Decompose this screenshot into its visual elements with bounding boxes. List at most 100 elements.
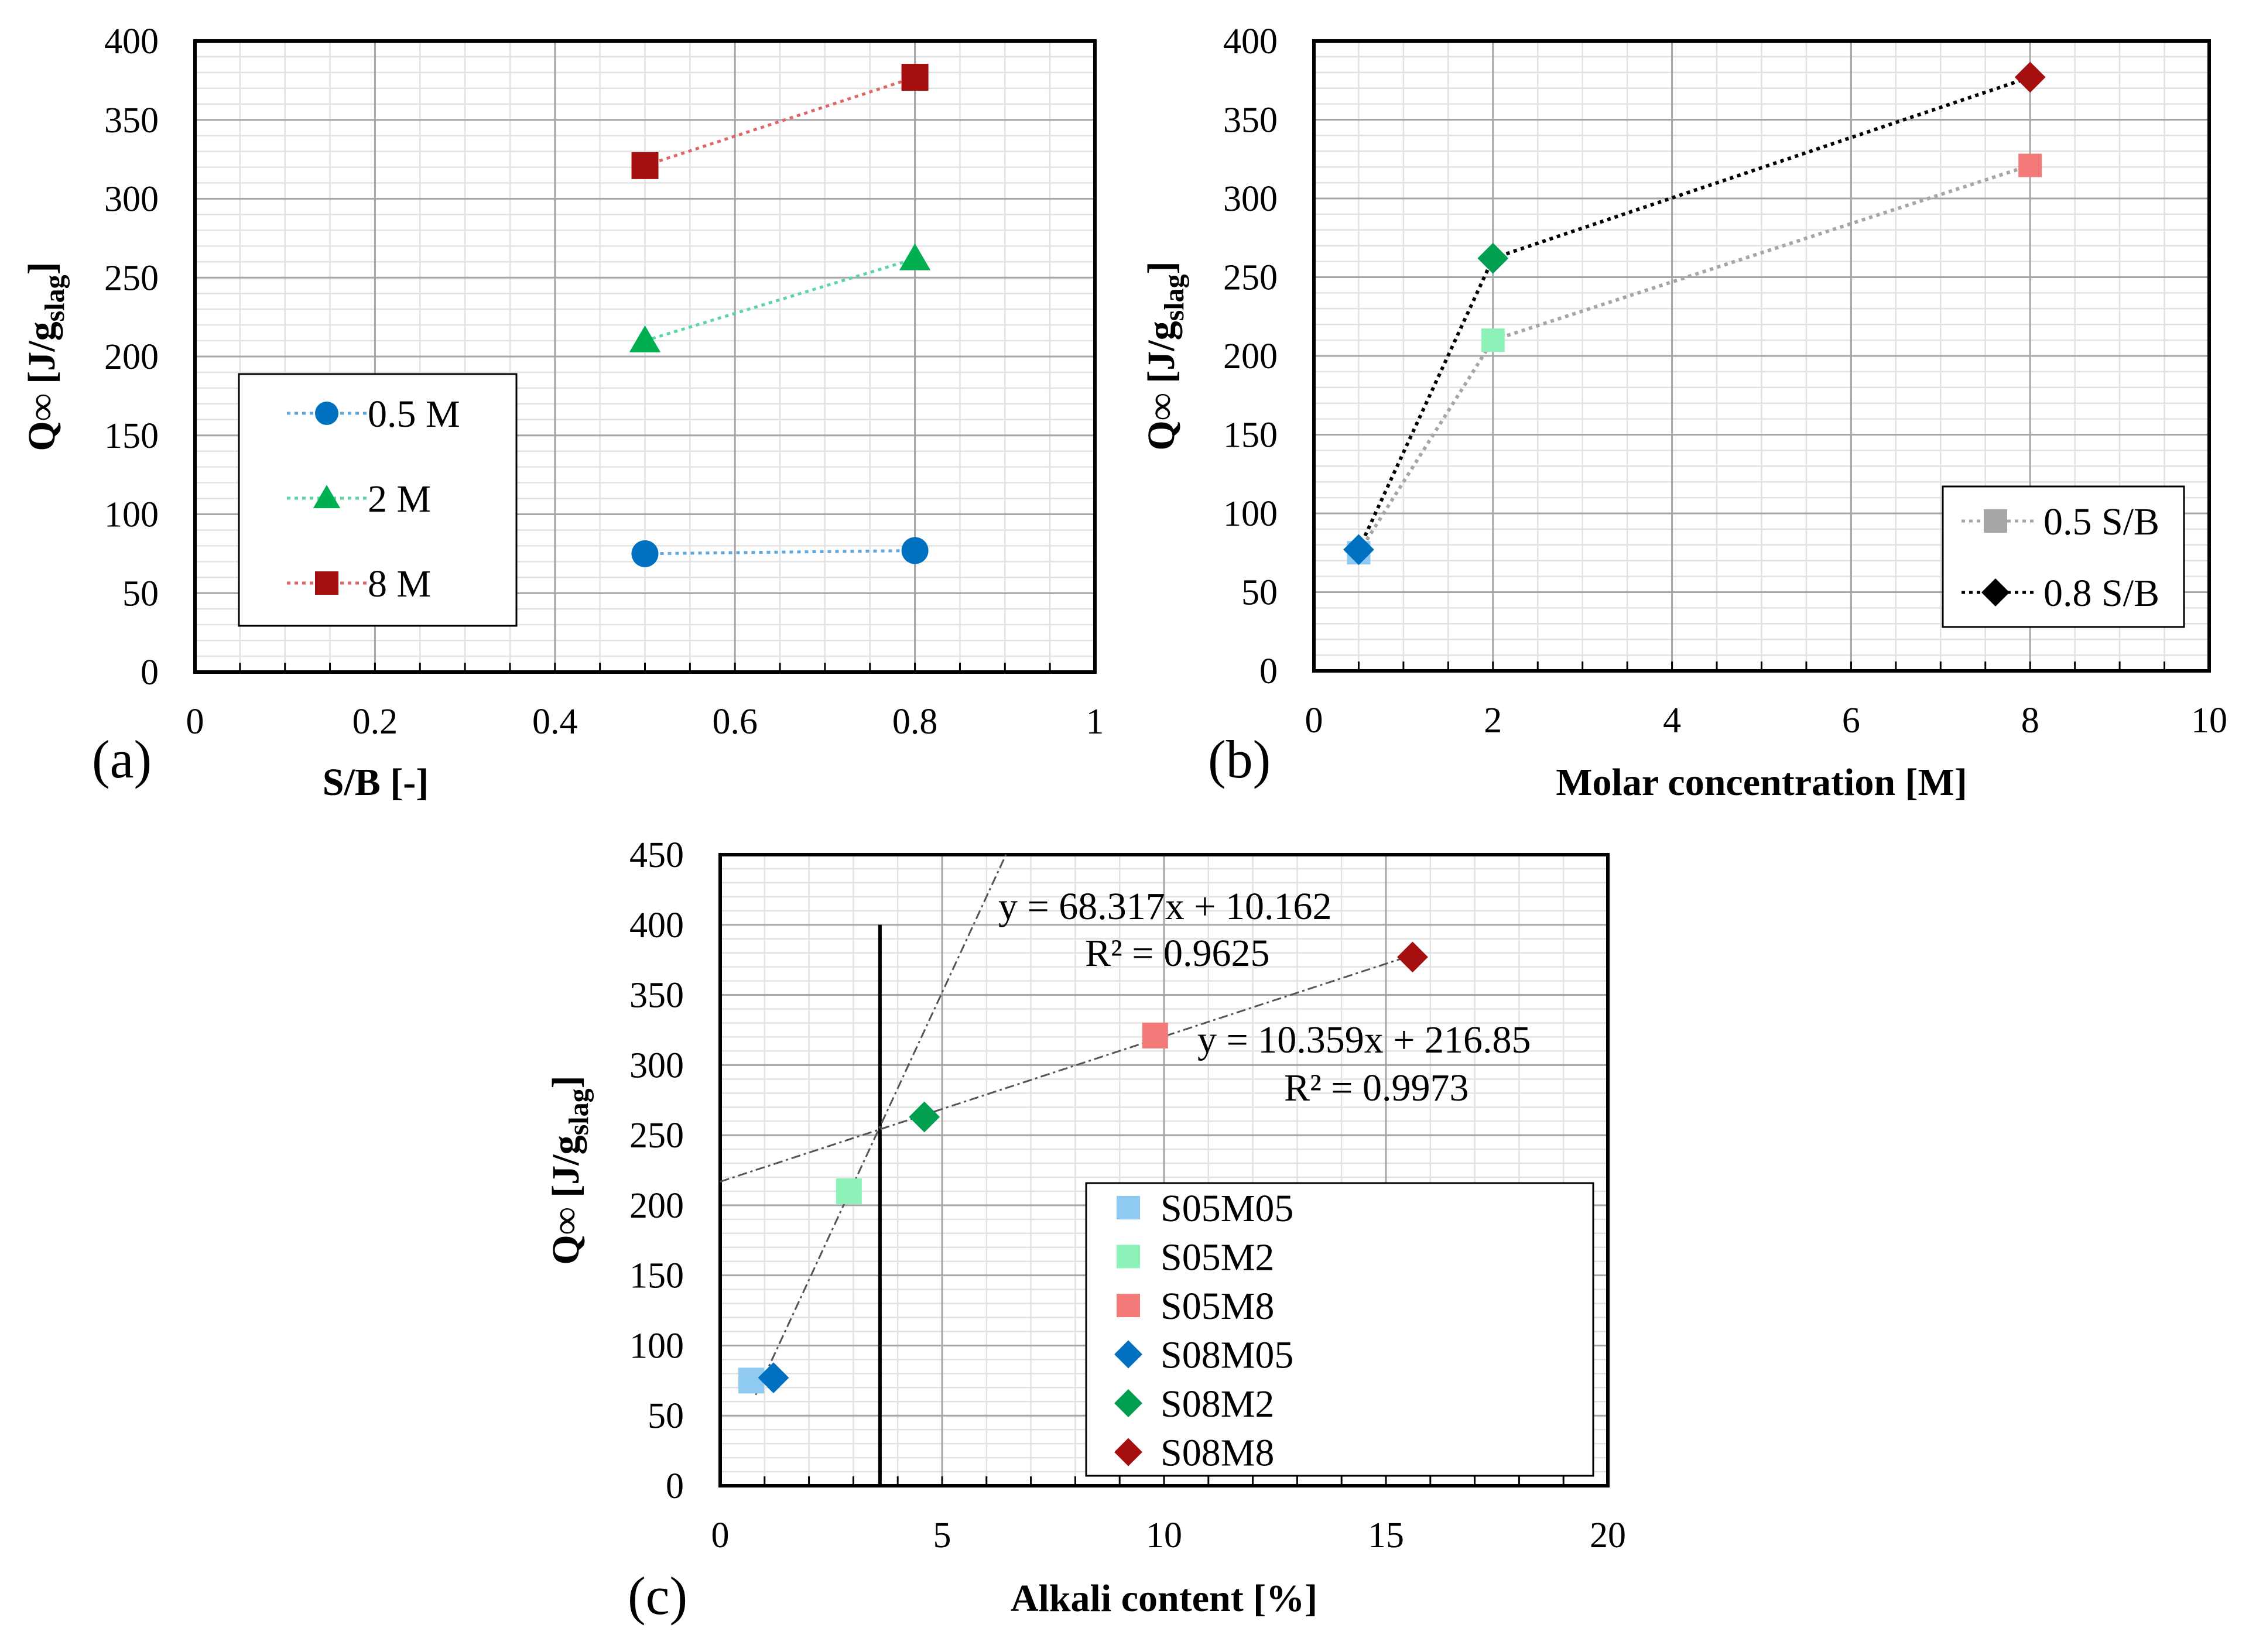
legend-box: [1942, 485, 2185, 628]
x-tick-label: 0: [1305, 701, 1323, 741]
series-s08m05: [758, 1362, 789, 1393]
x-tick-label: 0.8: [892, 702, 938, 742]
legend-marker: [315, 571, 338, 595]
legend-marker: [1114, 1389, 1142, 1417]
data-point: [901, 537, 929, 564]
y-axis-label-subscript: slag: [39, 275, 70, 321]
x-axis-label: Alkali content [%]: [1011, 1577, 1317, 1620]
series-8-m: [631, 63, 929, 179]
trendline-equation: y = 10.359x + 216.85: [1197, 1019, 1531, 1061]
legend-marker: [1114, 1340, 1142, 1369]
legend-item: S08M2: [1114, 1383, 1274, 1425]
y-axis-label-close: ]: [1140, 261, 1183, 274]
y-tick-label: 250: [104, 258, 159, 298]
y-axis-label: Q∞ [J/gslag]: [20, 262, 70, 451]
trendline-2: [720, 954, 1413, 1183]
y-tick-label: 200: [629, 1186, 684, 1226]
series-line: [644, 76, 916, 167]
x-axis-label: S/B [-]: [323, 761, 429, 804]
legend-label: S08M8: [1161, 1432, 1274, 1475]
y-axis-label-subscript: slag: [1159, 274, 1190, 321]
panel-label: (a): [92, 729, 152, 789]
trendline-r2: R² = 0.9625: [1085, 932, 1270, 975]
legend-item: 0.8 S/B: [1962, 572, 2159, 615]
trendline-equation: y = 68.317x + 10.162: [998, 885, 1331, 928]
data-point: [758, 1362, 789, 1393]
y-tick-label: 200: [104, 337, 159, 377]
y-tick-label: 100: [1223, 494, 1278, 534]
series-0-8-s-b: [1343, 61, 2046, 565]
y-tick-label: 100: [629, 1326, 684, 1366]
data-point: [1142, 1023, 1168, 1049]
legend: 0.5 S/B 0.8 S/B: [1942, 485, 2185, 628]
y-tick-label: 250: [629, 1116, 684, 1156]
legend-item: 0.5 M: [287, 393, 460, 436]
legend-item: S08M8: [1114, 1432, 1274, 1475]
x-tick-label: 0.2: [352, 702, 398, 742]
x-tick-label: 0: [711, 1516, 730, 1555]
legend-marker: [1117, 1294, 1140, 1317]
x-tick-label: 2: [1484, 701, 1502, 741]
x-axis-label: Molar concentration [M]: [1556, 761, 1967, 804]
y-tick-label: 100: [104, 495, 159, 535]
y-tick-label: 50: [1241, 573, 1278, 613]
legend-label: S05M8: [1161, 1285, 1274, 1328]
legend-item: 8 M: [287, 563, 431, 605]
y-tick-label: 0: [666, 1466, 684, 1506]
y-axis-label: Q∞ [J/gslag]: [1140, 261, 1190, 450]
legend-box: [238, 373, 518, 627]
legend-marker: [315, 402, 338, 425]
legend-item: S05M05: [1117, 1187, 1293, 1230]
legend-label: 0.5 S/B: [2043, 501, 2159, 543]
data-point: [1481, 328, 1505, 352]
y-tick-label: 150: [1223, 416, 1278, 455]
legend-marker: [1114, 1438, 1142, 1466]
legend-label: 0.5 M: [368, 393, 460, 436]
x-tick-label: 20: [1590, 1516, 1626, 1555]
y-tick-label: 150: [104, 416, 159, 456]
series-s05m05: [738, 1367, 765, 1394]
y-axis-label: Q∞ [J/gslag]: [545, 1075, 594, 1264]
data-point: [1343, 534, 1374, 565]
series-line: [644, 257, 916, 342]
legend-label: 0.8 S/B: [2043, 572, 2159, 615]
data-point: [836, 1178, 862, 1204]
chart-panel-c: 0 5 10 15 20050100150200250300350400450Alkal…: [545, 835, 1626, 1626]
y-tick-label: 400: [104, 22, 159, 61]
y-tick-label: 400: [629, 906, 684, 945]
data-point: [899, 243, 931, 270]
series-0-5-m: [631, 537, 929, 567]
panel-label: (c): [628, 1566, 687, 1626]
trendline-r2: R² = 0.9973: [1284, 1067, 1469, 1109]
gridlines: [195, 41, 1095, 672]
y-axis-label-base: Q∞ [J/g: [1140, 321, 1183, 450]
legend-label: S05M05: [1161, 1187, 1293, 1230]
x-tick-label: 0.6: [712, 702, 758, 742]
legend-item: S08M05: [1114, 1334, 1293, 1377]
legend-marker: [1981, 578, 2010, 606]
trendline-1: [755, 854, 1007, 1396]
legend-marker: [313, 485, 341, 509]
legend-item: S05M2: [1117, 1236, 1274, 1279]
x-tick-label: 0: [186, 702, 204, 742]
panel-label: (b): [1208, 729, 1271, 789]
series-2-m: [629, 243, 931, 352]
legend-marker: [1117, 1196, 1140, 1219]
legend-box: [1085, 1182, 1594, 1477]
y-axis-label-base: Q∞ [J/g: [545, 1135, 587, 1264]
y-tick-label: 200: [1223, 337, 1278, 376]
y-axis-label-subscript: slag: [563, 1088, 594, 1135]
y-tick-label: 350: [1223, 101, 1278, 140]
x-tick-label: 15: [1368, 1516, 1404, 1555]
data-point: [1397, 941, 1428, 973]
x-tick-label: 4: [1663, 701, 1681, 741]
y-axis-label-close: ]: [20, 262, 63, 275]
legend-label: 8 M: [368, 563, 431, 605]
x-tick-label: 10: [1146, 1516, 1182, 1555]
x-tick-label: 10: [2191, 701, 2227, 741]
y-tick-label: 0: [1259, 652, 1278, 691]
y-tick-label: 0: [141, 653, 159, 693]
y-axis-label-base: Q∞ [J/g: [20, 321, 63, 451]
